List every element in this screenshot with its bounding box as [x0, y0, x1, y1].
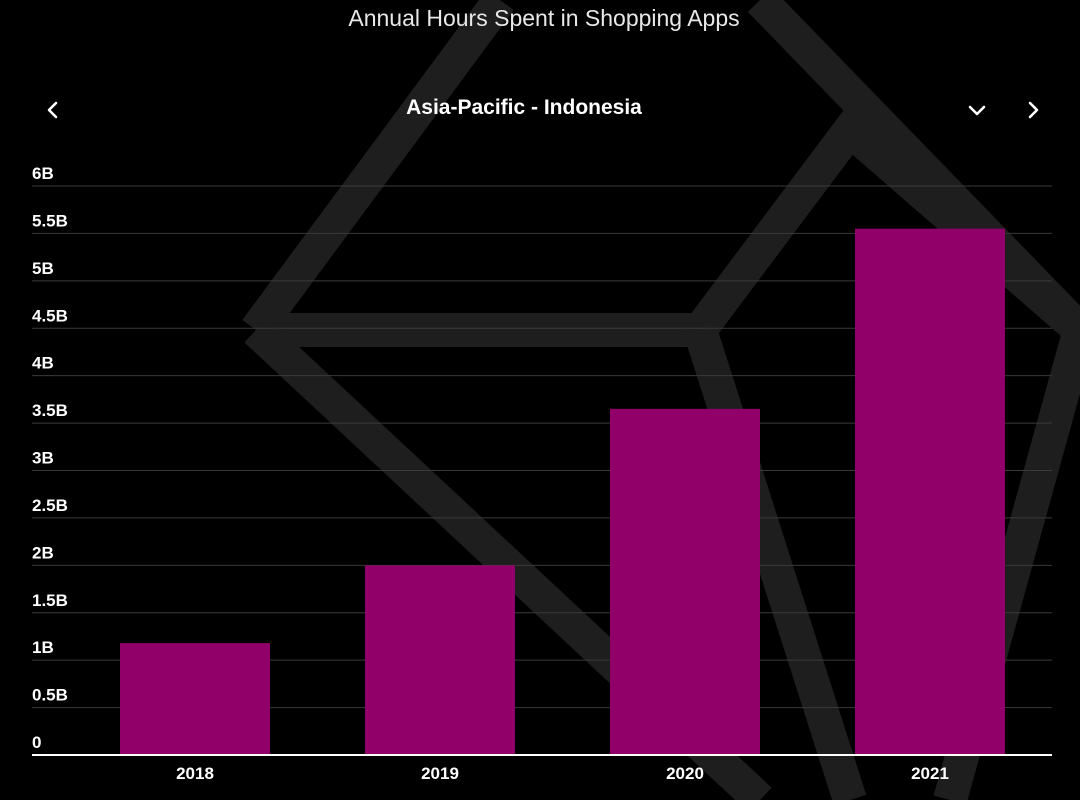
bar-2019[interactable]: [365, 565, 515, 755]
bar-2020[interactable]: [610, 408, 760, 755]
chevron-down-icon[interactable]: [964, 97, 990, 123]
bar-2021[interactable]: [855, 228, 1005, 756]
y-tick-label: 1.5B: [32, 591, 68, 610]
y-tick-label: 3B: [32, 449, 54, 468]
y-tick-label: 4B: [32, 354, 54, 373]
x-tick-label: 2018: [176, 764, 214, 783]
y-axis-tick-labels: 0 0.5B 1B 1.5B 2B 2.5B 3B 3.5B 4B 4.5B 5B 5.5B 6B: [32, 164, 68, 752]
y-tick-label: 5.5B: [32, 211, 68, 230]
y-tick-label: 1B: [32, 638, 54, 657]
bar-2018[interactable]: [120, 643, 270, 755]
y-tick-label: 6B: [32, 164, 54, 183]
chevron-left-icon[interactable]: [40, 97, 66, 123]
y-tick-label: 2.5B: [32, 496, 68, 515]
x-tick-label: 2019: [421, 764, 459, 783]
y-tick-label: 4.5B: [32, 306, 68, 325]
bars: [120, 228, 1005, 756]
region-title[interactable]: Asia-Pacific - Indonesia: [406, 96, 642, 119]
y-tick-label: 5B: [32, 259, 54, 278]
y-tick-label: 3.5B: [32, 401, 68, 420]
chevron-right-icon[interactable]: [1020, 97, 1046, 123]
y-tick-label: 0: [32, 733, 41, 752]
x-tick-label: 2020: [666, 764, 704, 783]
y-tick-label: 0.5B: [32, 686, 68, 705]
x-tick-label: 2021: [911, 764, 949, 783]
y-tick-label: 2B: [32, 543, 54, 562]
x-axis-tick-labels: 2018 2019 2020 2021: [176, 764, 949, 783]
chart-title: Annual Hours Spent in Shopping Apps: [348, 5, 740, 31]
